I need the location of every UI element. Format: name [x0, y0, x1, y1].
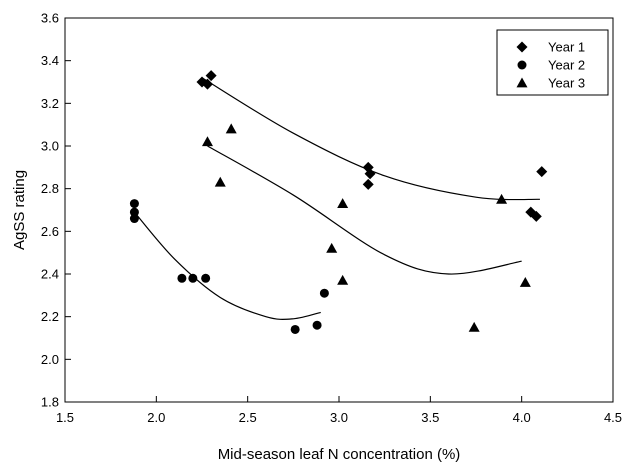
x-tick-label: 3.5	[421, 410, 439, 425]
x-tick-label: 2.5	[239, 410, 257, 425]
y-tick-label: 2.0	[41, 352, 59, 367]
legend-marker-diamond	[516, 41, 528, 53]
data-point-circle	[312, 320, 322, 330]
x-tick-label: 2.0	[147, 410, 165, 425]
legend-label: Year 2	[548, 58, 585, 73]
data-point-diamond	[530, 210, 542, 222]
x-tick-label: 4.0	[513, 410, 531, 425]
y-tick-label: 2.6	[41, 224, 59, 239]
data-point-triangle	[201, 136, 213, 147]
y-tick-label: 3.0	[41, 139, 59, 154]
data-point-diamond	[362, 178, 374, 190]
data-point-circle	[129, 214, 139, 224]
data-point-triangle	[468, 321, 480, 332]
trend-line-year-3	[207, 145, 522, 275]
data-point-diamond	[205, 70, 217, 82]
axis-ticks: 1.5 2.0 2.5 3.0 3.5 4.0 4.5 1.8 2.0 2.2 2.4 2.6 2.8 3…	[41, 11, 622, 426]
legend: Year 1 Year 2 Year 3	[496, 29, 609, 96]
x-tick-label: 4.5	[604, 410, 622, 425]
legend-label: Year 1	[548, 40, 585, 55]
y-tick-label: 1.8	[41, 395, 59, 410]
data-point-triangle	[337, 274, 349, 285]
trend-line-year-2	[133, 211, 321, 320]
y-tick-label: 2.2	[41, 309, 59, 324]
data-point-triangle	[214, 176, 226, 187]
data-point-diamond	[364, 168, 376, 180]
data-point-triangle	[337, 198, 349, 208]
y-tick-label: 2.8	[41, 181, 59, 196]
y-tick-label: 3.4	[41, 53, 59, 68]
data-point-circle	[201, 273, 211, 283]
legend-marker-triangle	[516, 77, 528, 88]
x-tick-label: 3.0	[330, 410, 348, 425]
data-point-circle	[177, 273, 187, 283]
legend-label: Year 3	[548, 76, 585, 91]
data-point-triangle	[519, 277, 531, 287]
x-tick-label: 1.5	[56, 410, 74, 425]
data-point-circle	[188, 273, 198, 283]
legend-box	[496, 29, 609, 96]
y-axis-title: AgSS rating	[11, 170, 28, 250]
y-tick-label: 2.4	[41, 267, 59, 282]
data-point-circle	[290, 324, 300, 334]
x-axis-title: Mid-season leaf N concentration (%)	[218, 446, 461, 463]
trend-lines	[133, 77, 540, 320]
data-point-diamond	[201, 78, 213, 90]
data-point-triangle	[496, 193, 508, 204]
y-tick-label: 3.6	[41, 11, 59, 26]
data-point-circle	[129, 199, 139, 209]
data-point-triangle	[326, 242, 338, 253]
legend-marker-circle	[517, 60, 527, 70]
data-points	[129, 70, 548, 334]
y-tick-label: 3.2	[41, 96, 59, 111]
data-point-circle	[129, 207, 139, 217]
data-point-circle	[319, 288, 329, 298]
trend-line-year-1	[201, 77, 540, 201]
data-point-diamond	[536, 166, 548, 178]
data-point-triangle	[225, 123, 237, 134]
